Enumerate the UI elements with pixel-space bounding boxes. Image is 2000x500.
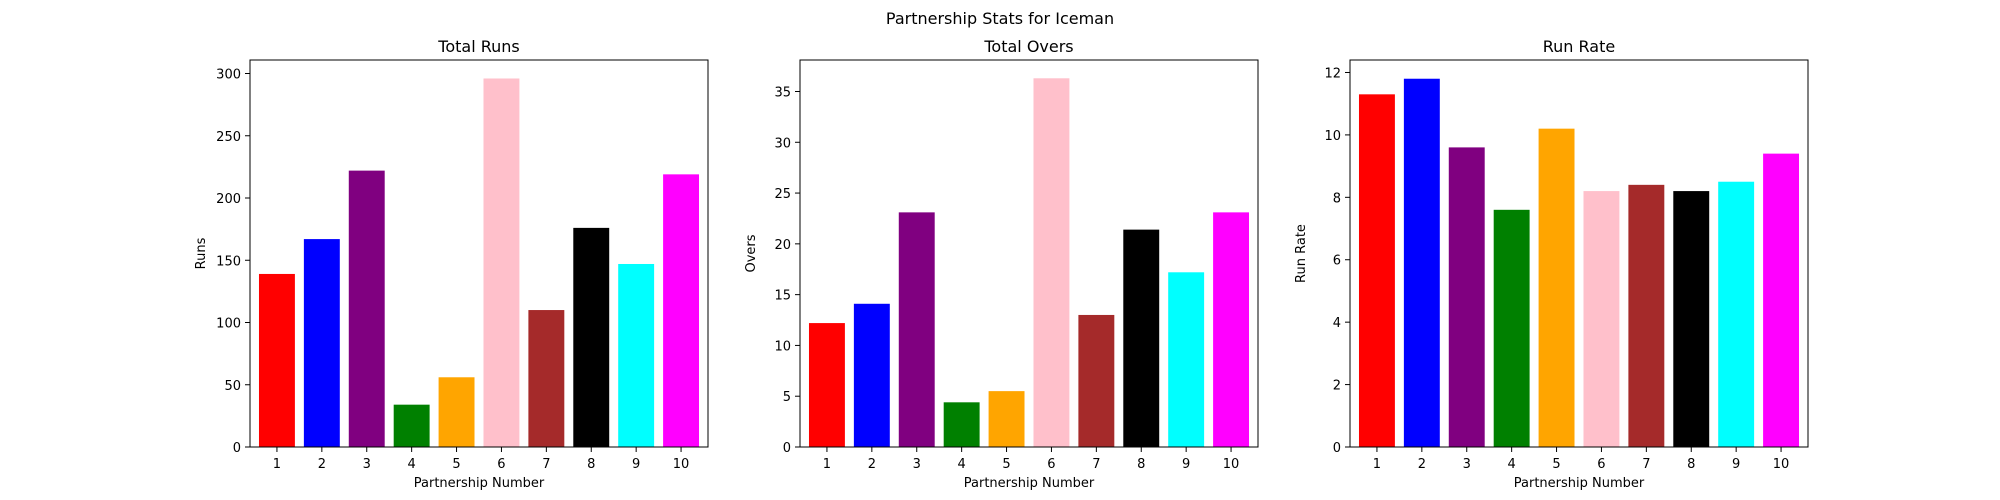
x-tick-label-3-7: 7	[1642, 457, 1650, 472]
y-tick-label-2-8: 35	[774, 85, 791, 100]
y-tick-label-1-2: 50	[224, 379, 241, 394]
bar-1-4	[393, 404, 430, 447]
x-tick-label-1-2: 2	[318, 457, 326, 472]
bar-2-10	[1213, 212, 1250, 447]
bar-2-3	[898, 212, 935, 447]
y-tick-label-3-1: 0	[1333, 441, 1341, 456]
x-tick-label-1-3: 3	[363, 457, 371, 472]
y-axis-label-1: Runs	[194, 237, 209, 269]
bar-1-6	[483, 78, 520, 448]
x-tick-label-2-7: 7	[1092, 457, 1100, 472]
y-tick-label-2-5: 20	[774, 238, 791, 253]
x-tick-label-2-3: 3	[913, 457, 921, 472]
axes-frame-2	[799, 59, 1259, 448]
bar-2-2	[853, 303, 890, 447]
chart-title-2: Total Overs	[983, 37, 1073, 56]
chart-title-1: Total Runs	[437, 37, 519, 56]
bar-3-9	[1718, 181, 1755, 447]
y-tick-label-3-7: 12	[1324, 66, 1341, 81]
bar-3-3	[1448, 147, 1485, 447]
y-tick-label-3-5: 8	[1333, 191, 1341, 206]
y-tick-label-2-1: 0	[783, 441, 791, 456]
bar-1-5	[438, 377, 475, 447]
bar-2-5	[988, 391, 1025, 447]
x-axis-label-3: Partnership Number	[1514, 476, 1645, 491]
x-tick-label-2-10: 10	[1223, 457, 1240, 472]
x-tick-label-1-7: 7	[542, 457, 550, 472]
bar-3-10	[1763, 153, 1800, 447]
bar-1-10	[663, 174, 700, 447]
y-tick-label-2-6: 25	[774, 187, 791, 202]
figure-suptitle: Partnership Stats for Iceman	[886, 9, 1114, 28]
axes-frame-1	[249, 59, 709, 448]
bar-2-1	[808, 323, 845, 447]
x-axis-label-1: Partnership Number	[414, 476, 545, 491]
x-tick-label-3-6: 6	[1597, 457, 1605, 472]
x-tick-label-2-9: 9	[1182, 457, 1190, 472]
x-axis-label-2: Partnership Number	[964, 476, 1095, 491]
x-tick-label-2-6: 6	[1047, 457, 1055, 472]
y-tick-label-3-3: 4	[1333, 316, 1341, 331]
x-tick-label-3-1: 1	[1373, 457, 1381, 472]
y-tick-label-2-7: 30	[774, 136, 791, 151]
x-tick-label-3-9: 9	[1732, 457, 1740, 472]
y-tick-label-1-7: 300	[216, 68, 241, 83]
chart-title-3: Run Rate	[1543, 37, 1615, 56]
bar-1-8	[573, 227, 610, 447]
bar-1-1	[258, 273, 295, 447]
y-tick-label-1-1: 0	[233, 441, 241, 456]
bar-3-2	[1403, 78, 1440, 447]
bar-2-8	[1123, 229, 1160, 447]
x-tick-label-2-5: 5	[1002, 457, 1010, 472]
x-tick-label-2-1: 1	[823, 457, 831, 472]
y-tick-label-2-3: 10	[774, 339, 791, 354]
y-tick-label-2-4: 15	[774, 289, 791, 304]
bar-1-3	[348, 170, 385, 447]
x-tick-label-2-4: 4	[958, 457, 966, 472]
y-tick-label-1-3: 100	[216, 317, 241, 332]
bar-2-9	[1168, 272, 1205, 447]
x-tick-label-1-9: 9	[632, 457, 640, 472]
y-tick-label-1-4: 150	[216, 254, 241, 269]
y-tick-label-3-6: 10	[1324, 129, 1341, 144]
bar-3-6	[1583, 191, 1620, 447]
x-tick-label-3-3: 3	[1463, 457, 1471, 472]
x-tick-label-3-4: 4	[1508, 457, 1516, 472]
bar-1-7	[528, 310, 565, 447]
bar-2-6	[1033, 78, 1070, 447]
x-tick-label-3-5: 5	[1552, 457, 1560, 472]
bar-2-7	[1078, 314, 1115, 447]
y-tick-label-2-2: 5	[783, 390, 791, 405]
x-tick-label-2-8: 8	[1137, 457, 1145, 472]
y-tick-label-1-5: 200	[216, 192, 241, 207]
y-tick-label-3-2: 2	[1333, 379, 1341, 394]
x-tick-label-1-5: 5	[452, 457, 460, 472]
y-axis-label-3: Run Rate	[1294, 224, 1309, 283]
bar-3-1	[1358, 94, 1395, 447]
x-tick-label-1-1: 1	[273, 457, 281, 472]
bar-1-9	[618, 263, 655, 447]
y-tick-label-3-4: 6	[1333, 254, 1341, 269]
bar-3-5	[1538, 128, 1575, 447]
bar-1-2	[303, 239, 340, 447]
x-tick-label-1-10: 10	[673, 457, 690, 472]
bar-2-4	[943, 402, 980, 447]
bar-3-7	[1628, 184, 1665, 447]
bar-3-4	[1493, 209, 1530, 447]
x-tick-label-2-2: 2	[868, 457, 876, 472]
x-tick-label-1-4: 4	[408, 457, 416, 472]
y-axis-label-2: Overs	[744, 234, 759, 272]
x-tick-label-3-8: 8	[1687, 457, 1695, 472]
x-tick-label-3-2: 2	[1418, 457, 1426, 472]
bar-3-8	[1673, 191, 1710, 447]
x-tick-label-3-10: 10	[1773, 457, 1790, 472]
x-tick-label-1-6: 6	[497, 457, 505, 472]
axes-frame-3	[1349, 59, 1809, 448]
x-tick-label-1-8: 8	[587, 457, 595, 472]
y-tick-label-1-6: 250	[216, 130, 241, 145]
